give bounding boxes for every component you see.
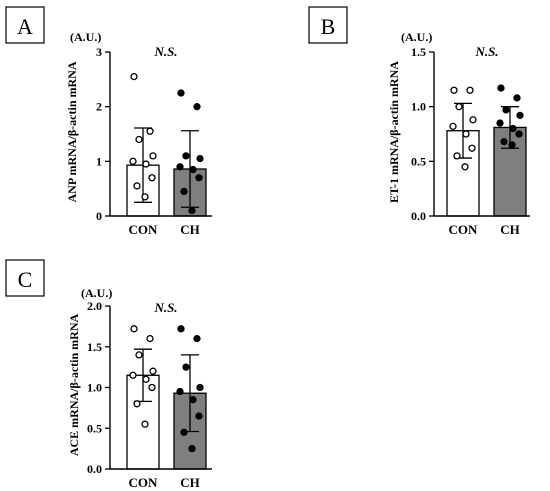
x-category-label: CH [180,475,200,490]
plot-area: 0.0 0.5 1.0 1.5 2.0 CON CH [87,299,212,490]
data-point-ch [196,383,204,392]
data-point-ch [177,325,185,333]
x-category-label: CH [500,222,520,237]
y-tick-label: 1 [96,154,102,168]
data-point-ch [515,130,523,138]
x-category-label: CH [180,222,200,237]
data-point-ch [188,206,196,215]
data-point-ch [180,428,188,436]
data-point-con [149,367,157,375]
data-point-con [450,86,458,94]
y-tick-label: 1.0 [87,381,102,395]
data-point-con [141,193,149,201]
data-point-con [135,351,143,359]
data-point-con [142,160,150,168]
data-point-con [142,375,150,384]
y-tick-label: 2 [96,100,102,114]
data-point-ch [182,152,190,160]
plot-area: 0.0 0.5 1.0 1.5 CON CH [411,45,530,237]
data-point-con [130,72,138,81]
data-point-con [466,86,474,94]
y-tick-label: 0 [96,209,102,223]
significance-label: N.S. [153,44,177,59]
data-point-ch [193,103,201,111]
data-point-ch [176,387,184,396]
data-point-con [455,103,463,111]
data-point-ch [182,363,190,371]
y-tick-label: 1.5 [87,340,102,354]
data-point-ch [195,174,203,182]
panel-label-box [5,6,45,44]
data-point-con [129,157,137,165]
data-point-con [148,174,156,182]
panel-b: B (A.U.) N.S. ET-1 mRNA/β-actin mRNA 0.0… [308,6,530,237]
x-category-label: CON [129,222,159,237]
y-axis-label: ET-1 mRNA/β-actin mRNA [387,61,401,203]
data-point-con [148,383,156,392]
data-point-ch [189,165,197,174]
y-tick-label: 0.0 [87,462,102,476]
y-tick-label: 3 [96,45,102,59]
data-point-con [449,122,457,130]
significance-label: N.S. [153,300,177,315]
data-point-ch [497,84,505,92]
panel-a: A (A.U.) N.S. ANP mRNA/β-actin mRNA 0 1 2 3… [5,6,212,237]
plot-area: 0 1 2 3 CON CH [96,45,212,237]
data-point-ch [177,89,185,97]
unit-label: (A.U.) [401,30,432,44]
y-axis-label: ACE mRNA/β-actin mRNA [67,314,81,457]
data-point-ch [189,396,197,404]
panel-label: B [321,14,336,39]
data-point-con [462,130,470,138]
data-point-ch [176,163,184,171]
data-point-ch [496,119,504,127]
data-point-con [468,144,476,152]
data-point-ch [196,154,204,163]
panel-label-box [308,6,348,44]
x-category-label: CON [449,222,479,237]
data-point-con [453,152,461,160]
y-tick-label: 2.0 [87,299,102,313]
data-point-ch [508,141,516,149]
y-tick-label: 0.5 [411,154,426,168]
y-tick-label: 1.0 [411,100,426,114]
data-point-con [146,334,154,343]
data-point-con [130,325,138,333]
data-point-ch [516,111,524,120]
panel-label-box [5,259,45,297]
data-point-ch [502,106,510,114]
significance-label: N.S. [474,44,498,59]
data-point-ch [188,444,196,453]
y-axis-label: ANP mRNA/β-actin mRNA [65,61,79,202]
data-point-con [133,400,141,408]
data-point-ch [500,138,508,146]
data-point-con [461,163,469,171]
data-point-con [469,116,477,124]
data-point-con [146,127,154,135]
y-tick-label: 0.5 [87,421,102,435]
data-point-ch [195,412,203,420]
panel-c: C (A.U.) N.S. ACE mRNA/β-actin mRNA 0.00… [5,259,212,490]
unit-label: (A.U.) [70,30,101,44]
data-point-ch [513,94,521,102]
x-category-label: CON [129,475,159,490]
data-point-ch [193,334,201,343]
panel-label: C [18,267,33,292]
data-point-ch [509,124,517,133]
y-tick-label: 0.0 [411,209,426,223]
data-point-con [135,135,143,144]
data-point-ch [180,187,188,196]
data-point-con [141,420,149,428]
data-point-con [149,152,157,160]
data-point-con [133,182,141,190]
unit-label: (A.U.) [81,286,112,300]
data-point-con [129,371,137,379]
y-tick-label: 1.5 [411,45,426,59]
panel-label: A [17,14,33,39]
